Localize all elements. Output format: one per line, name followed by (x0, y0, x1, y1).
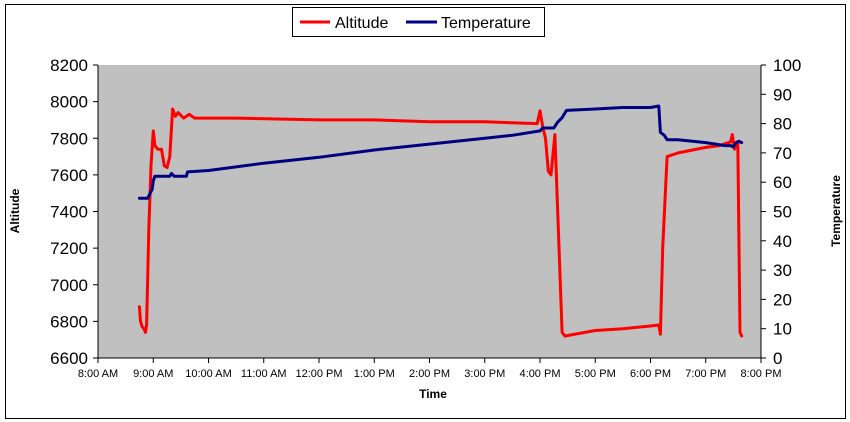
legend-label-altitude: Altitude (335, 15, 388, 32)
y-tick-label-right: 40 (773, 232, 792, 251)
x-tick-label: 8:00 AM (78, 368, 118, 380)
x-tick-label: 3:00 PM (464, 368, 505, 380)
y-tick-label-right: 70 (773, 144, 792, 163)
y-tick-label-left: 8200 (50, 56, 88, 75)
y-tick-label-right: 0 (773, 349, 782, 368)
x-tick-label: 12:00 PM (295, 368, 342, 380)
y-tick-label-right: 20 (773, 290, 792, 309)
x-tick-label: 2:00 PM (409, 368, 450, 380)
series-line-temperature (137, 104, 744, 200)
plot-area (98, 65, 761, 358)
x-tick-label: 7:00 PM (685, 368, 726, 380)
y-tick-label-right: 50 (773, 203, 792, 222)
y-tick-label-left: 7800 (50, 129, 88, 148)
x-tick-label: 4:00 PM (520, 368, 561, 380)
x-tick-label: 10:00 AM (185, 368, 231, 380)
legend-label-temperature: Temperature (441, 15, 531, 32)
y-tick-label-right: 10 (773, 320, 792, 339)
y-axis-title-right: Temperature (829, 175, 843, 247)
x-tick-label: 8:00 PM (741, 368, 782, 380)
y-tick-label-left: 8000 (50, 93, 88, 112)
y-tick-label-right: 90 (773, 85, 792, 104)
y-tick-label-right: 60 (773, 173, 792, 192)
legend: Altitude Temperature (292, 7, 545, 37)
y-tick-label-left: 7000 (50, 276, 88, 295)
series-layer (137, 104, 744, 338)
y-tick-label-left: 6600 (50, 349, 88, 368)
series-line-altitude (137, 107, 744, 338)
y-tick-label-right: 100 (773, 56, 801, 75)
x-tick-label: 5:00 PM (575, 368, 616, 380)
y-tick-label-left: 7200 (50, 239, 88, 258)
x-tick-label: 11:00 AM (241, 368, 287, 380)
x-tick-label: 1:00 PM (354, 368, 395, 380)
y-tick-label-left: 7600 (50, 166, 88, 185)
y-axis-title-left: Altitude (8, 188, 22, 233)
y-tick-label-right: 30 (773, 261, 792, 280)
ticks-layer: 6600 6800 7000 7200 7400 7600 7800 8000 8200 0 10 2… (50, 56, 801, 380)
x-tick-label: 9:00 AM (133, 368, 173, 380)
y-tick-label-left: 6800 (50, 312, 88, 331)
x-tick-label: 6:00 PM (630, 368, 671, 380)
y-tick-label-left: 7400 (50, 203, 88, 222)
y-tick-label-right: 80 (773, 115, 792, 134)
x-axis-title: Time (419, 387, 447, 401)
